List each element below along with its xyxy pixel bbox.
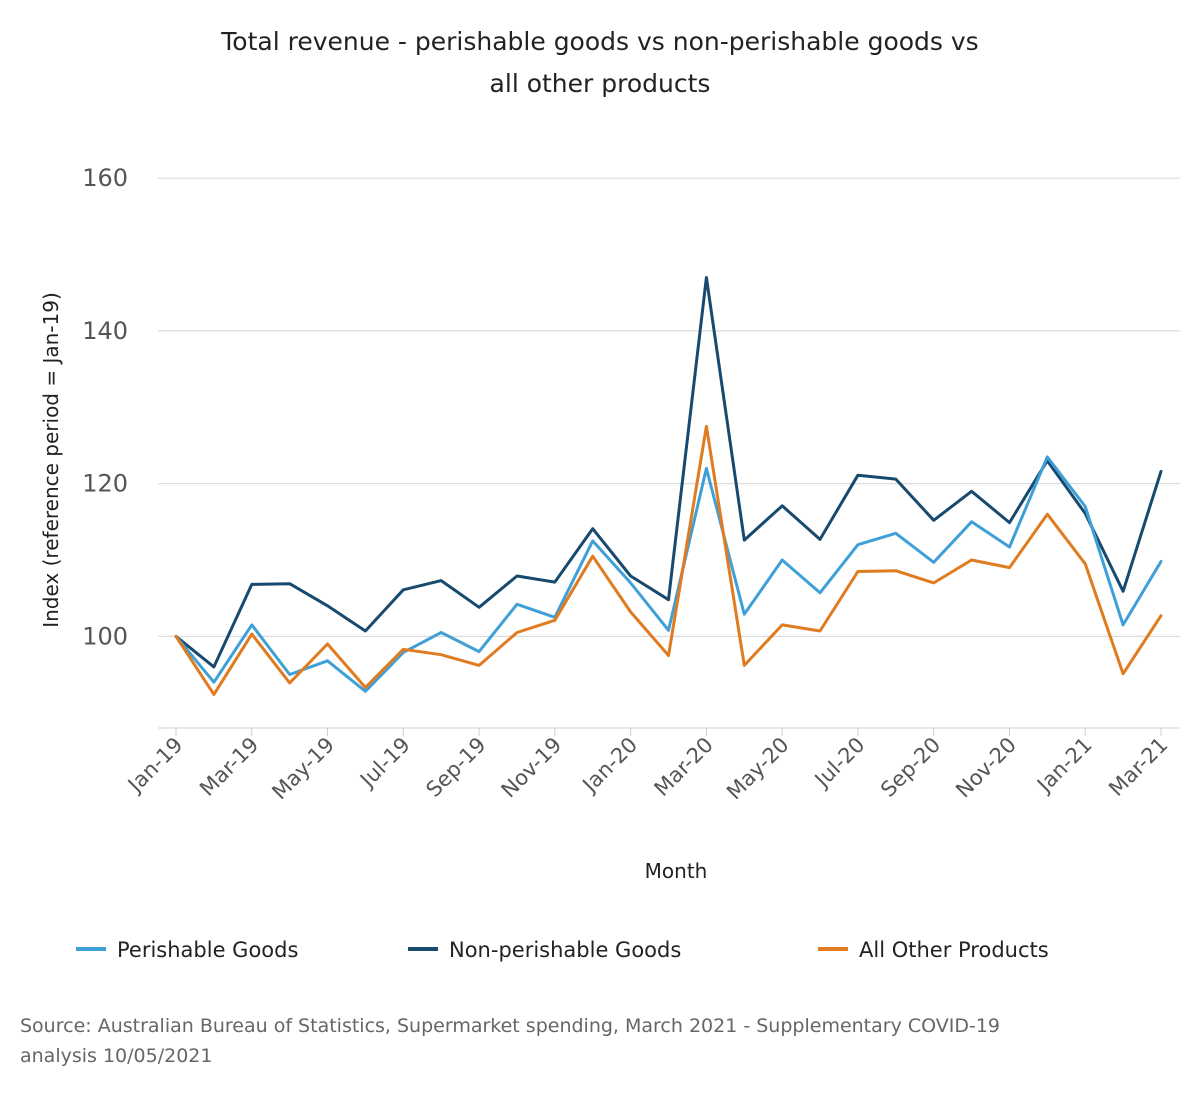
x-tick-label: Mar-20 — [650, 733, 718, 801]
y-tick-label: 120 — [82, 470, 128, 498]
y-axis-ticks: 100 120 140 160 — [82, 164, 128, 650]
series-lines — [174, 276, 1163, 696]
gridlines — [158, 177, 1180, 729]
x-axis-label: Month — [645, 859, 708, 883]
source-note-line-1: Source: Australian Bureau of Statistics,… — [20, 1015, 1000, 1037]
series-line-perishable-goods — [174, 455, 1163, 693]
legend-item: Perishable Goods — [76, 938, 298, 962]
x-tick-label: May-20 — [722, 733, 794, 805]
y-tick-label: 140 — [82, 317, 128, 345]
legend-item: All Other Products — [818, 938, 1049, 962]
legend-item: Non-perishable Goods — [408, 938, 681, 962]
chart-title-line-2: all other products — [490, 69, 711, 98]
legend-label: Non-perishable Goods — [449, 938, 681, 962]
x-tick-label: May-19 — [267, 733, 339, 805]
x-tick-label: Jan-21 — [1031, 733, 1097, 799]
source-note-line-2: analysis 10/05/2021 — [20, 1045, 212, 1067]
legend: Perishable Goods Non-perishable Goods All … — [76, 938, 1049, 962]
x-tick-label: Jul-19 — [354, 733, 415, 794]
x-tick-label: Sep-20 — [876, 733, 945, 802]
x-tick-label: Jan-20 — [577, 733, 643, 799]
y-tick-label: 160 — [82, 164, 128, 192]
x-tick-label: Jul-20 — [809, 733, 870, 794]
y-tick-label: 100 — [82, 622, 128, 650]
series-line-all-other-products — [174, 424, 1163, 696]
x-tick-label: Sep-19 — [421, 733, 490, 802]
x-tick-label: Mar-21 — [1104, 733, 1172, 801]
x-axis-ticks: Jan-19 Mar-19 May-19 Jul-19 Sep-19 Nov-19 Jan-… — [122, 728, 1173, 804]
x-tick-label: Jan-19 — [122, 733, 188, 799]
y-axis-label: Index (reference period = Jan-19) — [39, 292, 63, 628]
chart-title-line-1: Total revenue - perishable goods vs non-… — [220, 27, 978, 56]
x-tick-label: Nov-19 — [497, 733, 567, 803]
legend-label: Perishable Goods — [117, 938, 298, 962]
x-tick-label: Nov-20 — [951, 733, 1021, 803]
legend-label: All Other Products — [859, 938, 1049, 962]
series-line-non-perishable-goods — [174, 276, 1163, 669]
x-tick-label: Mar-19 — [195, 733, 263, 801]
